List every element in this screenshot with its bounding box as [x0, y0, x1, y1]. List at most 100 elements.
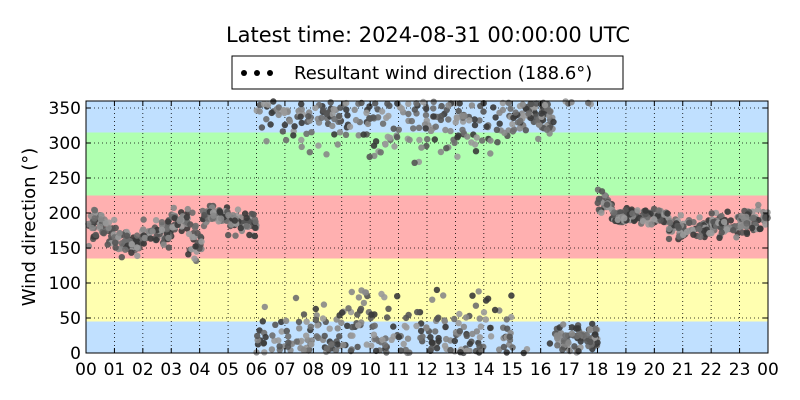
data-point — [346, 123, 354, 130]
data-point — [504, 325, 511, 332]
data-point — [250, 211, 257, 218]
x-tick-label: 09 — [331, 360, 353, 380]
data-point — [355, 294, 363, 301]
data-point — [762, 221, 769, 228]
data-point — [163, 226, 170, 233]
data-point — [546, 340, 554, 347]
data-point — [571, 343, 578, 350]
data-point — [187, 221, 194, 228]
data-point — [440, 292, 447, 299]
data-point — [184, 205, 191, 213]
data-point — [411, 159, 418, 166]
data-point — [432, 328, 439, 335]
data-point — [471, 121, 479, 129]
data-point — [338, 319, 345, 326]
data-point — [456, 100, 463, 107]
data-point — [577, 338, 584, 345]
data-point — [254, 332, 261, 340]
data-point — [476, 343, 483, 350]
data-point — [276, 343, 283, 350]
data-point — [96, 223, 104, 230]
data-point — [312, 305, 319, 313]
data-point — [334, 141, 341, 148]
data-point — [185, 251, 192, 258]
data-point — [395, 126, 402, 133]
x-tick-label: 14 — [473, 360, 495, 380]
data-point — [312, 316, 320, 324]
y-tick-label: 250 — [49, 169, 81, 189]
x-tick-label: 23 — [729, 360, 751, 380]
data-point — [252, 218, 259, 225]
data-point — [112, 224, 119, 232]
data-point — [592, 326, 600, 333]
data-point — [494, 139, 501, 146]
data-point — [286, 118, 294, 125]
data-point — [354, 311, 361, 318]
data-point — [382, 140, 389, 147]
data-point — [650, 216, 658, 223]
data-point — [312, 104, 319, 112]
y-axis-label: Wind direction (°) — [19, 148, 40, 307]
data-point — [665, 225, 673, 233]
x-tick-label: 05 — [217, 360, 239, 380]
data-point — [393, 134, 401, 141]
data-point — [406, 136, 413, 144]
data-point — [165, 244, 172, 251]
data-point — [611, 209, 618, 216]
data-point — [535, 135, 542, 143]
data-point — [321, 332, 328, 340]
data-point — [461, 112, 468, 120]
data-point — [598, 209, 605, 216]
data-point — [191, 224, 199, 231]
data-point — [480, 108, 487, 115]
data-point — [408, 117, 415, 125]
data-point — [305, 347, 312, 354]
data-point — [413, 322, 420, 330]
data-point — [697, 233, 704, 241]
data-point — [267, 121, 274, 128]
data-point — [210, 212, 217, 219]
data-point — [423, 324, 430, 332]
x-axis-ticks: 00 01 02 03 04 05 06 07 08 09 10 11 12 13 14 15 16 17 18 19… — [75, 101, 779, 380]
data-point — [372, 100, 379, 107]
data-point — [514, 119, 522, 126]
data-point — [391, 143, 398, 150]
data-point — [598, 188, 606, 195]
data-point — [298, 143, 305, 151]
data-point — [427, 334, 434, 341]
data-point — [483, 123, 490, 130]
chart-title: Latest time: 2024-08-31 00:00:00 UTC — [226, 23, 630, 47]
data-point — [278, 328, 285, 335]
data-point — [297, 345, 304, 352]
data-point — [112, 244, 119, 251]
data-point — [377, 149, 384, 156]
data-point — [574, 325, 582, 332]
data-point — [256, 108, 263, 115]
data-point — [417, 334, 424, 342]
data-point — [351, 106, 358, 114]
data-point — [404, 335, 412, 342]
data-point — [284, 343, 292, 350]
data-point — [378, 290, 385, 298]
data-point — [281, 109, 288, 117]
data-point — [264, 101, 272, 108]
data-point — [750, 214, 757, 221]
x-tick-label: 06 — [246, 360, 268, 380]
data-point — [435, 337, 442, 345]
data-point — [298, 100, 305, 108]
data-point — [165, 234, 172, 242]
data-point — [318, 114, 325, 122]
data-point — [345, 305, 352, 312]
data-point — [183, 214, 190, 221]
data-point — [385, 305, 392, 312]
data-point — [171, 215, 178, 222]
data-point — [447, 127, 454, 135]
data-point — [680, 231, 687, 238]
data-point — [323, 151, 330, 158]
data-point — [164, 218, 172, 225]
data-point — [133, 244, 141, 251]
data-point — [754, 206, 762, 213]
data-point — [496, 120, 503, 127]
data-point — [329, 122, 336, 130]
data-point — [743, 213, 750, 220]
